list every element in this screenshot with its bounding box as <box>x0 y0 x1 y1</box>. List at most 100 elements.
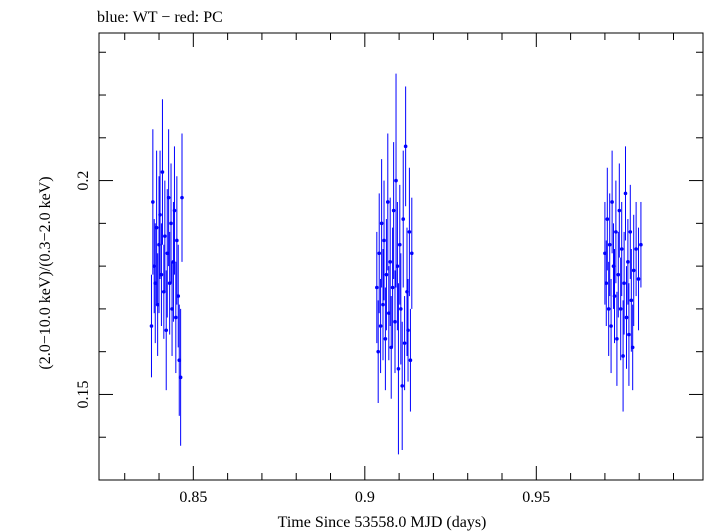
point-marker <box>618 307 623 311</box>
point-marker <box>393 319 397 324</box>
point-marker <box>402 341 407 345</box>
data-point <box>166 129 171 267</box>
data-point <box>180 133 184 262</box>
data-point <box>154 150 159 305</box>
data-point <box>394 73 398 288</box>
data-point <box>622 231 626 335</box>
point-marker <box>166 195 171 200</box>
point-marker <box>383 337 388 341</box>
data-point <box>623 146 628 241</box>
data-point <box>395 201 400 331</box>
data-point <box>617 163 622 258</box>
point-marker <box>605 217 610 221</box>
point-marker <box>151 200 155 204</box>
data-point <box>388 197 392 327</box>
data-point <box>605 167 610 271</box>
data-point <box>169 163 173 284</box>
point-marker <box>174 315 178 320</box>
point-marker <box>634 247 638 251</box>
data-point <box>178 308 183 446</box>
data-point <box>407 167 412 297</box>
point-marker <box>623 191 628 196</box>
data-point <box>614 180 618 284</box>
point-marker <box>624 315 629 320</box>
x-tick-label: 0.9 <box>355 489 375 506</box>
data-point <box>377 193 382 314</box>
point-marker <box>388 260 392 264</box>
point-marker <box>396 366 401 371</box>
y-axis-label: (2.0−10.0 keV)/(0.3−2.0 keV) <box>37 176 54 369</box>
point-marker <box>610 200 614 204</box>
data-point <box>403 86 408 207</box>
x-tick-label: 0.85 <box>179 489 207 506</box>
data-point <box>630 304 635 391</box>
point-marker <box>630 345 635 350</box>
data-point <box>376 300 380 404</box>
point-marker <box>154 225 159 230</box>
data-point <box>406 278 410 382</box>
point-marker <box>159 272 164 277</box>
point-marker <box>160 170 165 174</box>
data-point <box>163 180 167 292</box>
point-marker <box>639 242 643 247</box>
point-marker <box>378 324 383 328</box>
point-marker <box>636 277 641 281</box>
point-marker <box>376 349 380 354</box>
data-point <box>639 201 643 288</box>
data-point <box>609 278 613 374</box>
point-marker <box>390 285 395 290</box>
point-marker <box>612 294 617 298</box>
point-marker <box>621 354 625 358</box>
x-tick-label: 0.95 <box>522 489 550 506</box>
data-point <box>401 150 406 288</box>
point-marker <box>384 272 389 277</box>
data-point <box>607 193 612 297</box>
point-marker <box>394 178 398 183</box>
data-point <box>629 249 634 352</box>
data-point <box>160 99 165 245</box>
point-marker <box>403 144 408 149</box>
axis-ticks <box>99 33 703 481</box>
point-marker <box>606 307 611 311</box>
point-marker <box>391 208 396 213</box>
data-point <box>383 287 388 391</box>
axis-tick-labels: 0.85 0.9 0.95 0.15 0.2 <box>75 171 550 506</box>
data-point <box>612 249 617 344</box>
point-marker <box>607 242 612 247</box>
point-marker <box>149 324 154 328</box>
data-point <box>175 176 179 305</box>
data-point <box>626 219 630 305</box>
data-point <box>616 231 621 318</box>
point-marker <box>385 200 390 204</box>
point-marker <box>626 260 630 264</box>
data-point <box>390 227 395 348</box>
data-point <box>410 197 414 309</box>
point-marker <box>617 208 622 213</box>
data-point <box>399 253 403 365</box>
data-point <box>375 231 379 344</box>
data-point <box>164 270 169 391</box>
data-point <box>172 146 177 275</box>
point-marker <box>176 294 181 298</box>
data-point <box>400 321 405 451</box>
y-tick-label: 0.2 <box>75 171 92 191</box>
data-point <box>158 150 162 279</box>
data-points <box>149 73 643 455</box>
point-marker <box>382 238 386 243</box>
data-point <box>385 133 390 271</box>
data-point <box>151 129 155 275</box>
data-point <box>619 201 624 297</box>
point-marker <box>180 195 184 200</box>
point-marker <box>169 221 173 226</box>
point-marker <box>163 234 167 238</box>
data-point <box>634 201 638 297</box>
point-marker <box>172 208 177 213</box>
x-axis-label: Time Since 53558.0 MJD (days) <box>278 514 487 531</box>
point-marker <box>410 251 414 256</box>
data-point <box>615 291 619 386</box>
point-marker <box>175 238 179 243</box>
point-marker <box>377 251 382 256</box>
point-marker <box>401 217 406 221</box>
data-point <box>378 278 383 374</box>
point-marker <box>375 285 379 290</box>
